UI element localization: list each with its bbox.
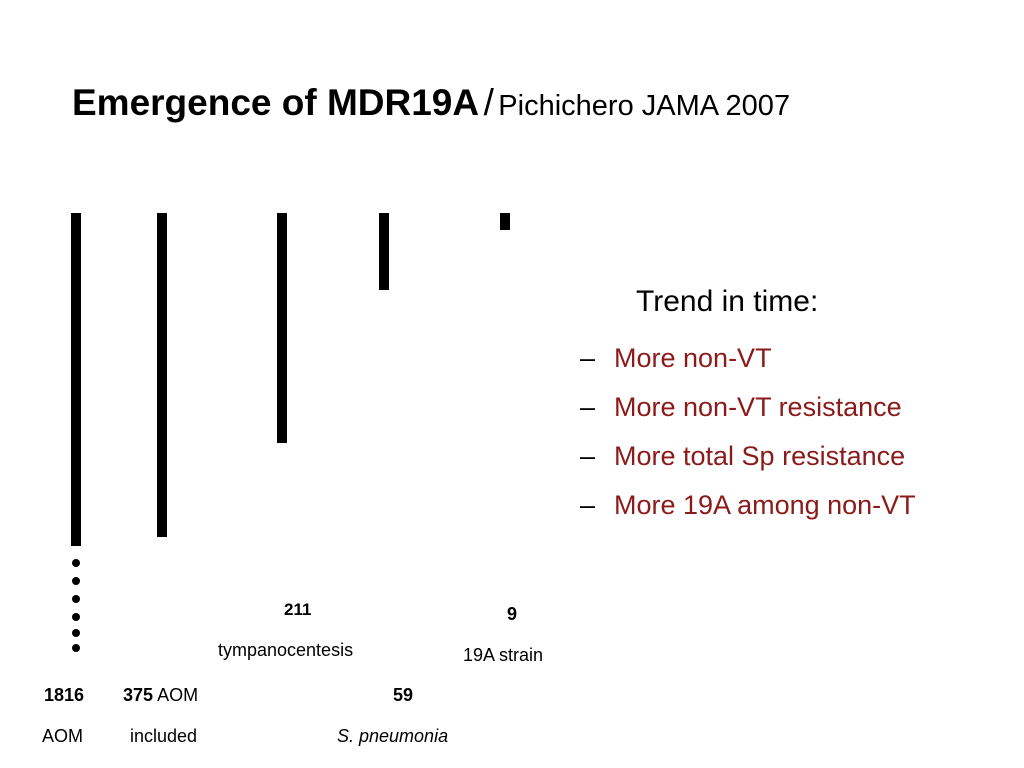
- continuation-dot: [72, 577, 80, 585]
- dash-bullet: –: [580, 441, 596, 471]
- bar-aom-included: [157, 213, 167, 537]
- continuation-dot: [72, 629, 80, 637]
- title-separator: /: [483, 82, 494, 123]
- title-main: Emergence of MDR19A: [72, 82, 480, 123]
- trend-item-text: More total Sp resistance: [614, 441, 906, 471]
- label-375-aom: 375 AOM: [123, 686, 198, 704]
- label-aom: AOM: [42, 726, 84, 746]
- continuation-dot: [72, 559, 80, 567]
- bar-19a-strain: [500, 213, 510, 230]
- bar-s-pneumonia: [379, 213, 389, 290]
- count-375: 375: [123, 685, 154, 705]
- dash-bullet: –: [580, 490, 596, 520]
- continuation-dot: [72, 595, 80, 603]
- continuation-dot: [72, 644, 80, 652]
- label-s-pneumonia: S. pneumonia: [337, 726, 449, 746]
- slide-title: Emergence of MDR19A / Pichichero JAMA 20…: [72, 84, 790, 121]
- trend-item: – More non-VT resistance: [580, 387, 1000, 427]
- label-included: included: [130, 726, 198, 746]
- bar-aom-total: [71, 213, 81, 546]
- trend-item-text: More non-VT resistance: [614, 392, 902, 422]
- count-1816: 1816: [44, 685, 85, 705]
- trend-heading: Trend in time:: [636, 285, 819, 318]
- count-9: 9: [507, 604, 518, 624]
- trend-item: – More total Sp resistance: [580, 436, 1000, 476]
- trend-item: – More 19A among non-VT: [580, 485, 1000, 525]
- label-tympanocentesis: tympanocentesis: [218, 640, 354, 660]
- continuation-dot: [72, 613, 80, 621]
- dash-bullet: –: [580, 343, 596, 373]
- title-citation: Pichichero JAMA 2007: [498, 90, 791, 122]
- trend-item-text: More non-VT: [614, 343, 772, 373]
- bar-tympanocentesis: [277, 213, 287, 443]
- label-19a-strain: 19A strain: [463, 645, 544, 665]
- trend-item: – More non-VT: [580, 338, 1000, 378]
- count-211: 211: [284, 600, 312, 619]
- count-59: 59: [393, 685, 414, 705]
- trend-list: – More non-VT – More non-VT resistance – Mo…: [580, 338, 1000, 525]
- dash-bullet: –: [580, 392, 596, 422]
- label-375-suffix: AOM: [157, 685, 199, 705]
- trend-item-text: More 19A among non-VT: [614, 490, 916, 520]
